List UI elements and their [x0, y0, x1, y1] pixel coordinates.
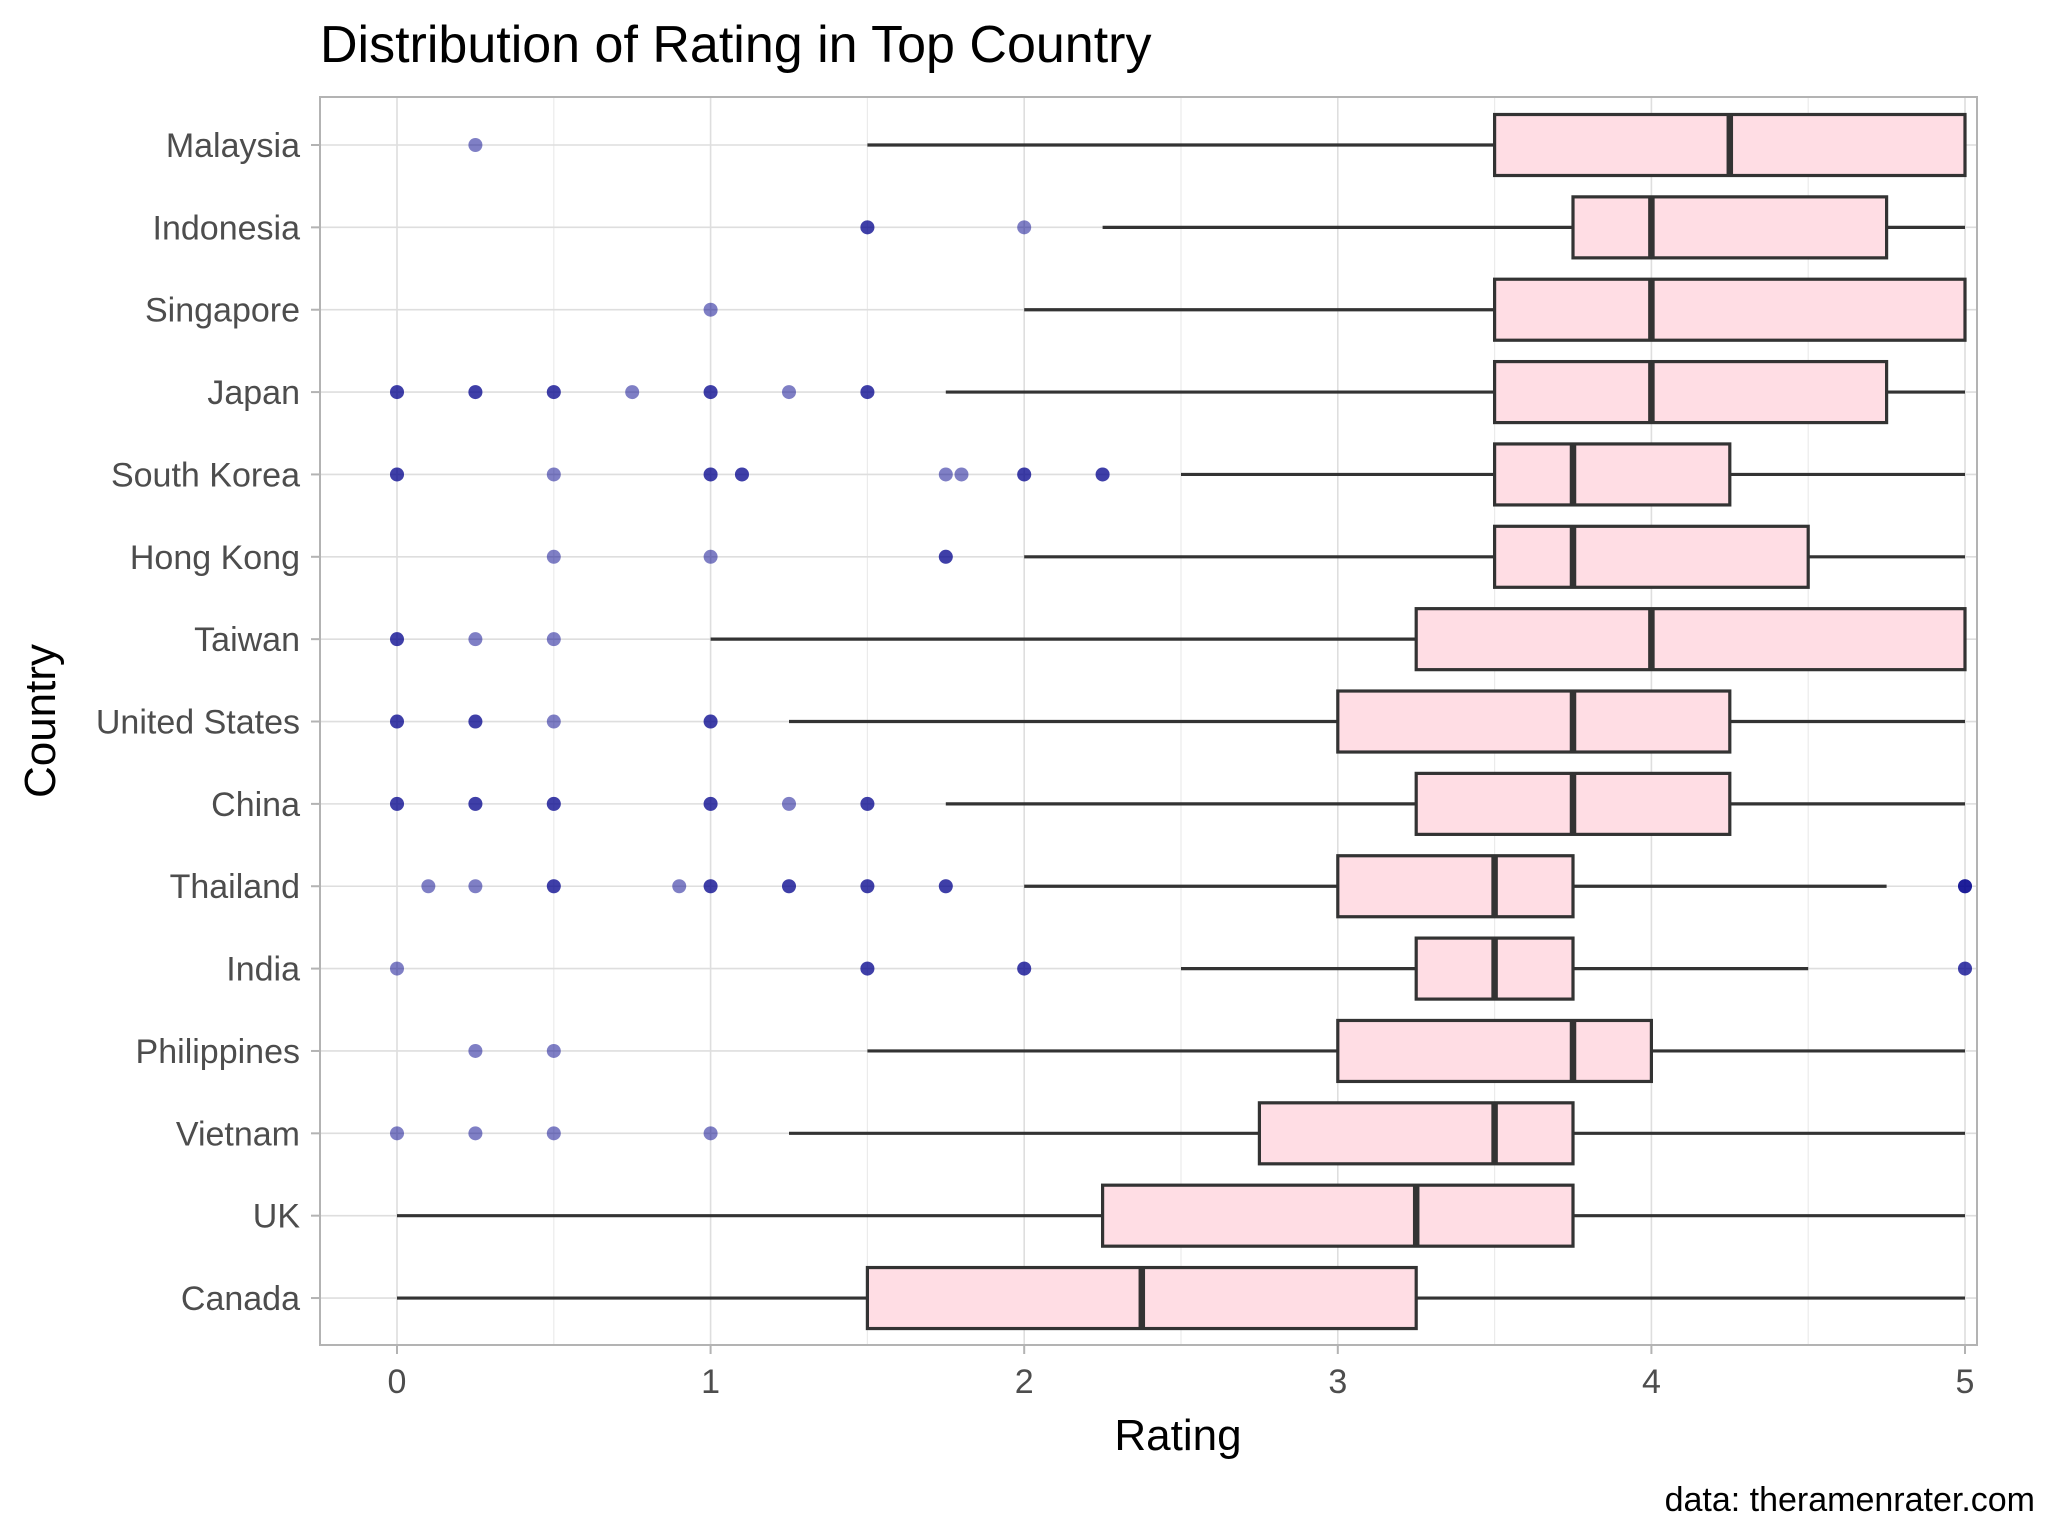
outlier-point: [1958, 961, 1972, 976]
y-axis-ticks: Malaysia Indonesia Singapore Japan South Kor…: [96, 127, 320, 1318]
x-tick-label: 0: [388, 1363, 407, 1401]
outlier-point: [1017, 467, 1032, 482]
outlier-point: [468, 385, 483, 400]
outlier-point: [390, 1126, 404, 1141]
outlier-point: [954, 467, 969, 482]
x-axis-ticks: 0 1 2 3 4 5: [388, 1345, 1975, 1401]
outlier-point: [546, 1043, 561, 1058]
outlier-point: [390, 385, 404, 400]
outlier-point: [468, 1043, 483, 1058]
outlier-point: [546, 549, 561, 564]
outlier-point: [782, 385, 796, 400]
outlier-point: [390, 632, 404, 647]
x-tick-label: 5: [1956, 1363, 1975, 1401]
outlier-point: [782, 879, 796, 894]
y-tick-label: Hong Kong: [130, 539, 300, 577]
y-tick-label: South Korea: [111, 456, 300, 494]
outlier-point: [546, 467, 561, 482]
y-tick-label: Japan: [207, 374, 300, 412]
box-series: [397, 112, 1967, 1331]
outlier-points: [390, 138, 1972, 1141]
x-tick-label: 2: [1015, 1363, 1034, 1401]
outlier-point: [860, 879, 875, 894]
outlier-point: [938, 879, 953, 894]
outlier-point: [625, 385, 640, 400]
outlier-point: [546, 385, 561, 400]
chart-title: Distribution of Rating in Top Country: [320, 16, 1151, 74]
outlier-point: [703, 714, 718, 729]
outlier-point: [703, 1126, 718, 1141]
outlier-point: [546, 1126, 561, 1141]
box-indonesia: [1571, 195, 1889, 260]
y-tick-label: China: [211, 786, 300, 824]
outlier-point: [1095, 467, 1110, 482]
outlier-point: [468, 714, 483, 729]
outlier-point: [390, 961, 404, 976]
chart-caption: data: theramenrater.com: [1665, 1481, 2035, 1519]
x-tick-label: 4: [1642, 1363, 1661, 1401]
y-tick-label: UK: [253, 1198, 301, 1236]
outlier-point: [468, 879, 483, 894]
box-philippines: [1336, 1018, 1654, 1084]
outlier-point: [546, 714, 561, 729]
box-thailand: [1336, 854, 1575, 919]
outlier-point: [421, 879, 436, 894]
y-axis-title: Country: [16, 644, 65, 798]
outlier-point: [672, 879, 687, 894]
outlier-point: [703, 879, 718, 894]
outlier-point: [390, 714, 404, 729]
outlier-point: [938, 549, 953, 564]
outlier-point: [390, 796, 404, 811]
outlier-point: [860, 796, 875, 811]
y-tick-label: Thailand: [170, 868, 300, 906]
outlier-point: [734, 467, 749, 482]
outlier-point: [546, 796, 561, 811]
y-tick-label: Vietnam: [176, 1115, 300, 1153]
y-tick-label: Taiwan: [194, 621, 300, 659]
outlier-point: [782, 796, 796, 811]
outlier-point: [1017, 961, 1032, 976]
x-tick-label: 1: [701, 1363, 720, 1401]
outlier-point: [1017, 220, 1032, 235]
box-singapore: [1492, 277, 1967, 342]
outlier-point: [703, 467, 718, 482]
y-tick-label: United States: [96, 704, 300, 742]
x-tick-label: 3: [1328, 1363, 1347, 1401]
box-japan: [1492, 359, 1889, 425]
box-uk: [1100, 1183, 1575, 1248]
box-vietnam: [1257, 1101, 1575, 1166]
outlier-point: [546, 632, 561, 647]
y-tick-label: Malaysia: [166, 127, 300, 165]
y-tick-label: Indonesia: [153, 209, 301, 247]
outlier-point: [468, 632, 483, 647]
outlier-point: [1958, 879, 1972, 894]
box-hong-kong: [1492, 524, 1810, 589]
y-tick-label: Canada: [181, 1280, 300, 1318]
outlier-point: [860, 220, 875, 235]
outlier-point: [860, 961, 875, 976]
outlier-point: [468, 1126, 483, 1141]
outlier-point: [468, 138, 483, 152]
box-united-states: [1336, 689, 1732, 754]
outlier-point: [703, 549, 718, 564]
outlier-point: [703, 302, 718, 317]
outlier-point: [860, 385, 875, 400]
y-tick-label: India: [226, 951, 300, 989]
outlier-point: [390, 467, 404, 482]
outlier-point: [546, 879, 561, 894]
outlier-point: [468, 796, 483, 811]
outlier-point: [703, 385, 718, 400]
y-tick-label: Singapore: [145, 292, 300, 330]
x-axis-title: Rating: [1114, 1411, 1241, 1460]
box-south-korea: [1492, 442, 1732, 507]
outlier-point: [938, 467, 953, 482]
y-tick-label: Philippines: [136, 1033, 300, 1071]
box-taiwan: [1414, 607, 1967, 672]
outlier-point: [703, 796, 718, 811]
